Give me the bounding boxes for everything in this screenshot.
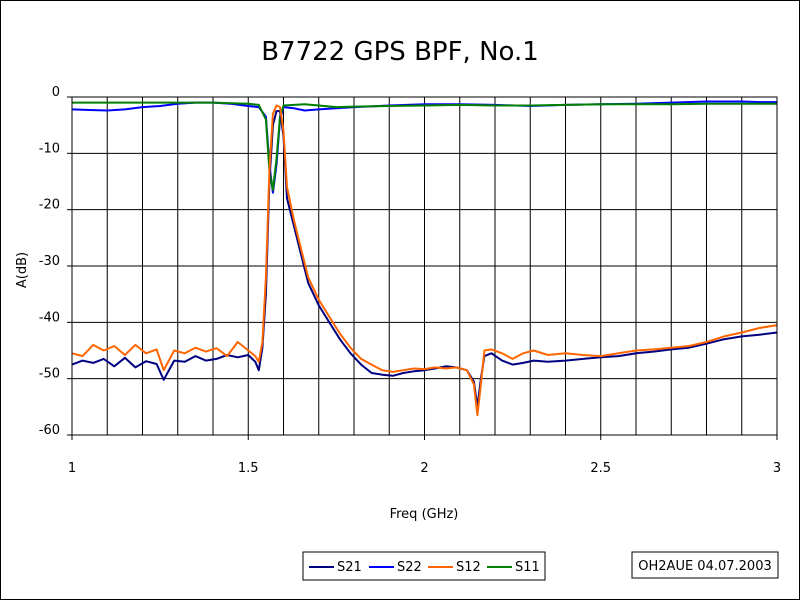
series-line-s12 (71, 104, 778, 417)
y-tick-label: -60 (39, 423, 60, 438)
y-tick-labels: 0 -10 -20 -30 -40 -50 -60 (39, 85, 72, 438)
legend-label-s12: S12 (456, 560, 481, 575)
y-tick-label: -40 (39, 310, 60, 325)
x-tick-label: 2 (420, 461, 428, 476)
legend-label-s22: S22 (397, 560, 422, 575)
x-tick-label: 2.5 (590, 461, 611, 476)
x-tick-labels: 1 1.5 2 2.5 3 (68, 435, 781, 476)
annotation-box (631, 551, 779, 579)
y-tick-label: 0 (52, 85, 60, 100)
x-axis-label: Freq (GHz) (390, 507, 459, 522)
legend-label-s11: S11 (515, 560, 540, 575)
y-tick-label: -10 (39, 141, 60, 156)
x-tick-label: 3 (773, 461, 781, 476)
series-line-s11 (72, 101, 777, 191)
chart-title: B7722 GPS BPF, No.1 (261, 37, 539, 67)
legend-items: S21 S22 S12 S11 (309, 560, 540, 575)
y-axis-label: A(dB) (15, 252, 30, 288)
x-tick-label: 1 (68, 461, 76, 476)
grid-lines (72, 96, 777, 436)
series-line-s21 (71, 110, 778, 408)
x-tick-label: 1.5 (238, 461, 259, 476)
legend-label-s21: S21 (337, 560, 362, 575)
y-tick-label: -20 (39, 198, 60, 213)
series-layer (71, 100, 778, 417)
annotation-text: OH2AUE 04.07.2003 (638, 559, 771, 574)
y-tick-label: -30 (39, 254, 60, 269)
y-tick-label: -50 (39, 367, 60, 382)
